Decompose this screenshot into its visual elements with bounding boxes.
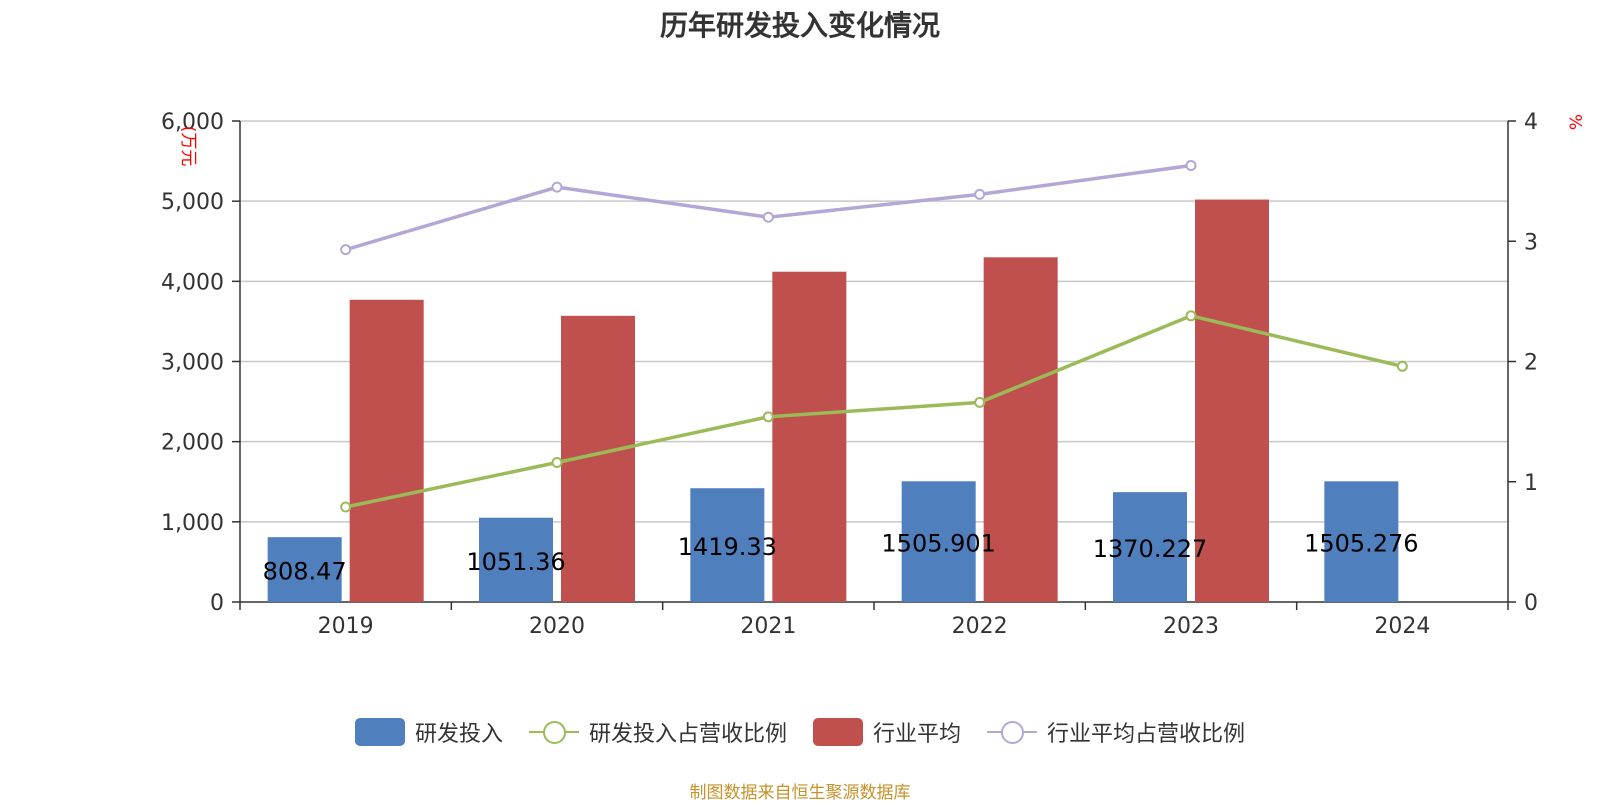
bar-data-label: 808.47 <box>263 558 347 586</box>
legend-item-rd-ratio[interactable]: 研发投入占营收比例 <box>528 716 787 748</box>
line-point <box>974 396 986 408</box>
bar <box>901 481 976 602</box>
x-tick-label: 2020 <box>529 614 585 639</box>
y-right-tick-label: 1 <box>1524 471 1538 496</box>
line-point <box>551 181 563 193</box>
y-left-axis-label: (万元 <box>178 126 198 167</box>
line-point <box>340 501 352 513</box>
legend-swatch-rd-investment <box>354 718 405 746</box>
y-right-tick-label: 2 <box>1524 351 1538 376</box>
legend-swatch-rd-ratio <box>528 718 579 746</box>
legend-label-rd-ratio: 研发投入占营收比例 <box>588 722 787 747</box>
bar-data-label: 1505.276 <box>1304 530 1419 558</box>
bar <box>983 257 1058 602</box>
bar <box>1195 199 1269 602</box>
line-point <box>1396 360 1408 372</box>
bar <box>349 299 424 602</box>
y-left-tick-label: 6,000 <box>161 110 224 135</box>
legend-swatch-industry-avg <box>813 718 863 746</box>
series-line <box>345 314 1403 509</box>
bar <box>690 488 765 602</box>
legend-label-rd-investment: 研发投入 <box>414 722 503 747</box>
legend-label-industry-avg: 行业平均 <box>873 722 962 747</box>
bar-data-label: 1419.33 <box>678 533 777 561</box>
line-point <box>1185 159 1197 171</box>
line-point <box>762 411 774 423</box>
y-left-tick-label: 3,000 <box>161 351 224 376</box>
series-line <box>345 163 1192 252</box>
bar <box>479 517 553 602</box>
chart-title: 历年研发投入变化情况 <box>659 9 940 42</box>
x-tick-label: 2024 <box>1374 614 1430 639</box>
y-left-tick-label: 5,000 <box>161 190 224 215</box>
x-tick-label: 2021 <box>740 614 796 639</box>
x-tick-label: 2023 <box>1163 614 1219 639</box>
y-left-tick-label: 4,000 <box>161 270 224 295</box>
legend-label-industry-ratio: 行业平均占营收比例 <box>1047 722 1246 747</box>
y-left-tick-label: 1,000 <box>161 511 224 536</box>
legend: 研发投入 研发投入占营收比例 行业平均 行业平均占营收比例 <box>0 716 1600 748</box>
line-point <box>762 211 774 223</box>
y-right-tick-label: 4 <box>1524 110 1538 135</box>
legend-item-industry-avg[interactable]: 行业平均 <box>813 716 961 748</box>
legend-item-industry-ratio[interactable]: 行业平均占营收比例 <box>987 716 1245 748</box>
y-right-tick-label: 3 <box>1524 230 1538 255</box>
y-left-tick-label: 0 <box>210 591 224 616</box>
bar-data-label: 1370.227 <box>1093 535 1208 563</box>
line-point <box>340 244 352 256</box>
source-note: 制图数据来自恒生聚源数据库 <box>689 783 911 803</box>
y-right-axis-label: % <box>1567 114 1587 130</box>
y-right-tick-label: 0 <box>1524 591 1538 616</box>
legend-swatch-industry-ratio <box>987 718 1038 746</box>
legend-item-rd-investment[interactable]: 研发投入 <box>354 716 503 748</box>
bar-data-label: 1051.36 <box>466 548 565 576</box>
y-left-tick-label: 2,000 <box>161 431 224 456</box>
bar <box>772 271 847 602</box>
bar-data-label: 1505.901 <box>881 530 996 558</box>
line-point <box>551 457 563 469</box>
x-tick-label: 2022 <box>952 614 1008 639</box>
bar <box>1113 492 1187 602</box>
bar <box>267 537 342 602</box>
line-point <box>1185 310 1197 322</box>
line-point <box>974 188 986 200</box>
x-tick-label: 2019 <box>318 614 374 639</box>
bar <box>1324 481 1399 602</box>
